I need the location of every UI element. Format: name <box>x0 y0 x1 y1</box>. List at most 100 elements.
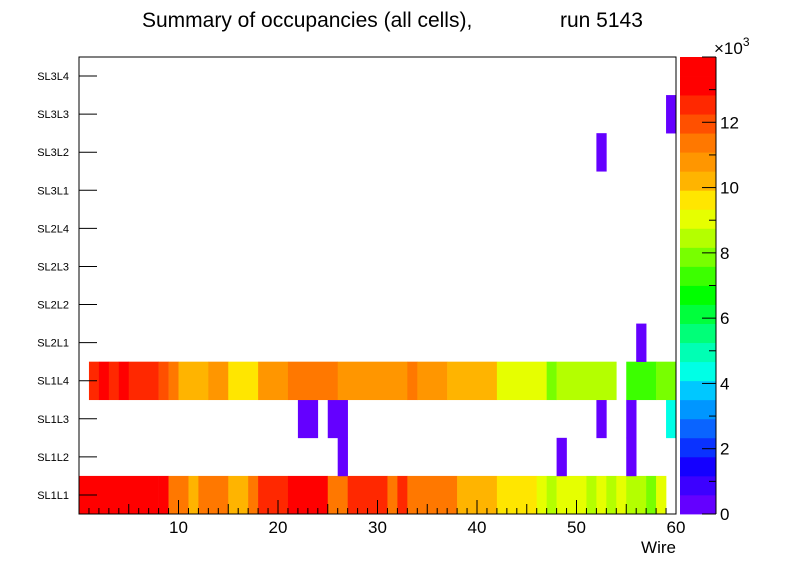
color-scale-step <box>680 418 716 439</box>
x-tick-label-30: 30 <box>368 518 387 537</box>
heatmap-cell-sl1l1 <box>656 475 667 515</box>
color-scale-step <box>680 133 716 153</box>
heatmap-cell-sl1l1 <box>616 475 627 515</box>
heatmap-cell-sl1l1 <box>586 475 597 515</box>
y-axis: SL1L1 SL1L2 SL1L3 SL1L4 SL2L1 SL2L2 SL2L3 SL2L4… <box>37 71 97 502</box>
y-tick-label-sl3l3: SL3L3 <box>37 109 69 121</box>
heatmap-cell-sl1l1 <box>397 475 408 515</box>
heatmap-cell-sl1l4 <box>417 361 448 401</box>
color-scale-step <box>680 304 716 324</box>
heatmap-cell-sl1l4 <box>168 361 179 401</box>
heatmap-cell-sl1l2 <box>337 437 348 477</box>
heatmap-cell-sl1l1 <box>626 475 647 515</box>
color-scale-step <box>680 323 716 344</box>
y-tick-label-sl1l3: SL1L3 <box>37 414 69 426</box>
x-axis-label: Wire <box>641 538 676 557</box>
heatmap-cell-sl1l4 <box>118 361 130 401</box>
color-scale-step <box>680 437 716 458</box>
heatmap-cell-sl1l3 <box>297 399 319 439</box>
color-scale-step <box>680 114 716 134</box>
heatmap-cell-sl1l4 <box>626 361 657 401</box>
plot-frame-bg <box>79 57 676 514</box>
heatmap-cell-sl1l4 <box>337 361 408 401</box>
color-scale-step <box>680 152 716 172</box>
x-tick-label-50: 50 <box>567 518 586 537</box>
color-scale-step <box>680 475 716 496</box>
color-scale-tick-label-4: 4 <box>720 374 729 393</box>
heatmap-cell-sl1l1 <box>188 475 199 515</box>
y-tick-label-sl1l2: SL1L2 <box>37 452 69 464</box>
color-scale-tick-label-12: 12 <box>720 113 739 132</box>
heatmap-cell-sl1l1 <box>546 475 557 515</box>
heatmap-cell-sl1l1 <box>646 475 657 515</box>
heatmap-cell-sl1l4 <box>98 361 110 401</box>
heatmap-cell-sl1l1 <box>327 475 348 515</box>
color-scale-step <box>680 95 716 115</box>
color-scale-step <box>680 266 716 286</box>
heatmap-cell-sl1l3 <box>327 399 348 439</box>
heatmap-cell-sl1l2 <box>556 437 567 477</box>
y-tick-label-sl2l3: SL2L3 <box>37 261 69 273</box>
heatmap-cell-sl1l1 <box>228 475 249 515</box>
color-scale-step <box>680 399 716 420</box>
color-scale-tick-label-2: 2 <box>720 440 729 459</box>
color-scale-tick-label-0: 0 <box>720 505 729 524</box>
heatmap-cell-sl1l4 <box>128 361 159 401</box>
heatmap-cell-sl1l4 <box>228 361 259 401</box>
heatmap-cell-sl1l1 <box>168 475 189 515</box>
heatmap-cell-sl1l4 <box>447 361 498 401</box>
color-scale-tick-label-10: 10 <box>720 179 739 198</box>
color-scale-step <box>680 361 716 382</box>
heatmap-cell-sl1l1 <box>407 475 458 515</box>
y-tick-label-sl3l1: SL3L1 <box>37 185 69 197</box>
color-scale-step <box>680 380 716 401</box>
heatmap-cell-sl1l4 <box>496 361 547 401</box>
color-scale-step <box>680 342 716 363</box>
heatmap-cell-sl1l4 <box>158 361 169 401</box>
heatmap-cell-sl1l1 <box>347 475 388 515</box>
heatmap-cell-sl1l1 <box>258 475 289 515</box>
color-scale-step <box>680 57 716 77</box>
color-scale-step <box>680 228 716 248</box>
x-axis: 10 20 30 40 50 60 <box>88 500 685 537</box>
color-scale-tick-label-6: 6 <box>720 309 729 328</box>
heatmap-cell-sl1l1 <box>536 475 547 515</box>
x-tick-label-40: 40 <box>468 518 487 537</box>
heatmap-cell-sl1l1 <box>556 475 587 515</box>
heatmap-cell-sl1l3 <box>626 399 637 439</box>
chart-title-run: run 5143 <box>560 9 643 32</box>
heatmap-cell-sl1l1 <box>198 475 229 515</box>
color-scale-multiplier: ×103 <box>714 35 750 58</box>
heatmap-cell-sl1l1 <box>248 475 259 515</box>
color-scale-step <box>680 247 716 267</box>
y-tick-label-sl2l4: SL2L4 <box>37 223 69 235</box>
y-tick-label-sl3l2: SL3L2 <box>37 147 69 159</box>
heatmap-cell-sl1l4 <box>287 361 338 401</box>
heatmap-cell-sl2l1 <box>636 323 647 362</box>
heatmap-cell-sl1l1 <box>606 475 617 515</box>
heatmap-cell-sl1l4 <box>656 361 677 401</box>
color-scale-step <box>680 209 716 229</box>
heatmap-cell-sl1l4 <box>178 361 209 401</box>
chart-title: Summary of occupancies (all cells), <box>142 9 472 32</box>
color-scale-step <box>680 76 716 96</box>
y-tick-label-sl1l4: SL1L4 <box>37 376 69 388</box>
color-scale-step <box>680 494 716 515</box>
heatmap-cell-sl1l2 <box>626 437 637 477</box>
heatmap-cell-sl1l4 <box>108 361 120 401</box>
plot-frame <box>78 56 677 515</box>
heatmap-cell-sl1l4 <box>556 361 617 401</box>
y-tick-label-sl2l2: SL2L2 <box>37 300 69 312</box>
color-scale: 0 2 4 6 8 10 12 <box>680 56 739 524</box>
heatmap-cell-sl3l2 <box>596 133 607 172</box>
color-scale-multiplier-base: ×10 <box>714 39 743 58</box>
heatmap-cell-sl1l1 <box>158 475 169 515</box>
color-scale-step <box>680 171 716 191</box>
x-tick-label-10: 10 <box>169 518 188 537</box>
heatmap-cell-sl3l3 <box>666 95 677 134</box>
heatmap-cell-sl1l1 <box>287 475 329 515</box>
x-tick-label-20: 20 <box>269 518 288 537</box>
heatmap-cell-sl1l4 <box>546 361 557 401</box>
heatmap-cell-sl1l3 <box>666 399 677 439</box>
